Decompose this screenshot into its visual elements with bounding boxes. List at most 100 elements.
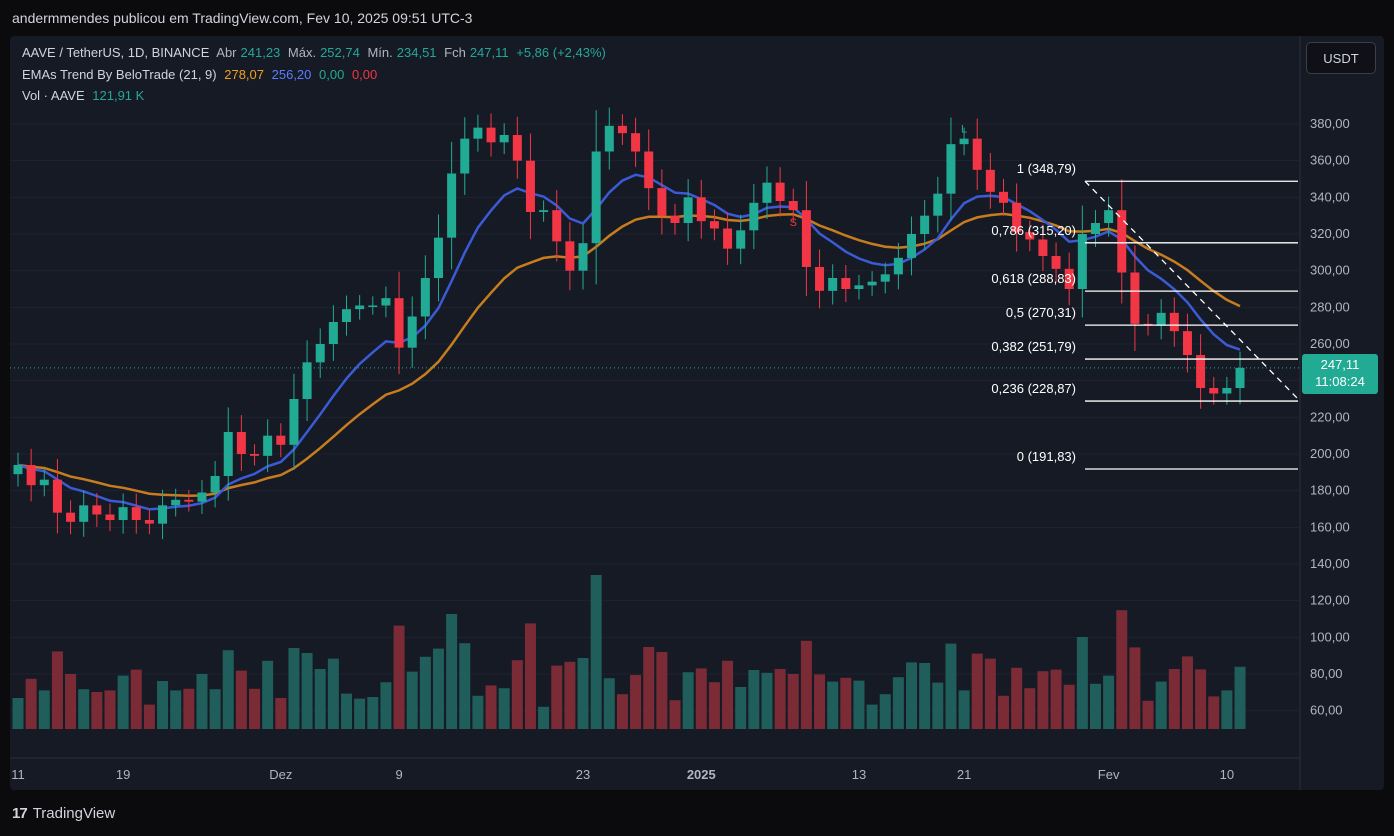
ema-value-3: 0,00 (319, 67, 345, 82)
volume-bar (1116, 610, 1128, 729)
volume-bar (656, 652, 668, 729)
volume-bar (406, 671, 418, 729)
x-tick-label: Dez (269, 767, 292, 782)
candle-body (144, 520, 154, 524)
candle-body (39, 479, 49, 486)
y-tick-label: 80,00 (1310, 666, 1343, 681)
candle-body (447, 173, 457, 238)
candle-body (499, 135, 509, 143)
volume-bar (1195, 669, 1207, 729)
high-value: 252,74 (320, 45, 360, 60)
candle-body (355, 305, 365, 310)
candle-body (92, 505, 102, 515)
candle-body (1196, 355, 1206, 388)
candle-body (512, 135, 522, 161)
candle-body (263, 435, 273, 456)
volume-bar (682, 672, 694, 729)
candle-body (657, 188, 667, 216)
ema-legend: EMAs Trend By BeloTrade (21, 9) 278,07 2… (22, 67, 381, 82)
fib-level-label: 0,382 (251,79) (991, 339, 1076, 354)
signal-label: L (961, 124, 967, 136)
volume-bar (65, 674, 77, 729)
x-tick-label: 11 (11, 767, 25, 782)
x-tick-label: 2025 (687, 767, 716, 782)
y-tick-label: 100,00 (1310, 629, 1350, 644)
candle-body (525, 160, 535, 212)
y-tick-label: 180,00 (1310, 483, 1350, 498)
chart-panel[interactable]: 380,00 360,00 340,00 320,00 300,00 280,00 260,… (10, 36, 1384, 790)
y-tick-label: 280,00 (1310, 299, 1350, 314)
candle-body (1222, 388, 1232, 394)
volume-bar (446, 614, 458, 729)
candle-body (171, 499, 181, 506)
candle-body (999, 191, 1008, 203)
candle-body (1077, 234, 1087, 289)
volume-bar (432, 648, 444, 729)
candle-body (460, 138, 470, 174)
volume-bar (1050, 669, 1062, 729)
symbol-name[interactable]: AAVE / TetherUS, 1D, BINANCE (22, 45, 210, 60)
high-label: Máx. (287, 45, 317, 60)
fib-trend-line (1084, 180, 1299, 400)
candle-body (854, 285, 864, 289)
y-tick-label: 340,00 (1310, 189, 1350, 204)
candle-body (631, 133, 641, 152)
volume-bar (459, 643, 471, 729)
candle-body (473, 127, 483, 139)
candle-body (1235, 367, 1245, 388)
volume-bar (1142, 700, 1154, 729)
volume-bar (866, 704, 878, 729)
candle-body (801, 210, 811, 267)
fib-level-label: 0,786 (315,20) (991, 223, 1076, 238)
close-label: Fch (444, 45, 466, 60)
volume-bar (235, 670, 247, 729)
candle-body (578, 243, 588, 271)
volume-bar (787, 674, 799, 729)
y-tick-label: 140,00 (1310, 556, 1350, 571)
y-tick-label: 160,00 (1310, 519, 1350, 534)
candle-body (289, 399, 299, 445)
ema-name[interactable]: EMAs Trend By BeloTrade (21, 9) (22, 67, 217, 82)
candle-body (486, 127, 496, 143)
volume-bar (722, 660, 734, 729)
candle-body (1182, 331, 1192, 355)
volume-bar (1089, 683, 1101, 729)
footer-brand[interactable]: 17 TradingView (12, 805, 115, 822)
symbol-legend: AAVE / TetherUS, 1D, BINANCE Abr 241,23 M… (22, 45, 610, 60)
fib-level-label: 0 (191,83) (1017, 449, 1076, 464)
volume-bar (130, 669, 142, 729)
candle-body (105, 514, 115, 520)
x-tick-label: 13 (852, 767, 866, 782)
volume-bar (38, 690, 50, 729)
y-tick-label: 300,00 (1310, 263, 1350, 278)
volume-bar (814, 674, 826, 729)
volume-bar (1168, 669, 1180, 729)
candle-body (328, 322, 338, 344)
candle-body (394, 298, 404, 348)
publisher-line: andermmendes publicou em TradingView.com… (12, 10, 473, 26)
volume-bar (354, 698, 366, 729)
candle-body (723, 228, 733, 249)
y-tick-label: 120,00 (1310, 593, 1350, 608)
candle-body (1104, 210, 1114, 223)
candle-body (933, 193, 943, 216)
candle-body (604, 125, 614, 152)
candle-body (907, 234, 917, 258)
y-tick-label: 220,00 (1310, 409, 1350, 424)
volume-bar (498, 688, 510, 729)
volume-bar (51, 651, 63, 729)
candle-body (1130, 272, 1140, 324)
volume-bar (906, 662, 918, 729)
candle-body (644, 151, 654, 189)
volume-bar (1208, 696, 1220, 729)
currency-button[interactable]: USDT (1306, 42, 1376, 74)
candle-body (26, 465, 36, 486)
volume-bar (853, 680, 865, 729)
candlestick-chart[interactable]: 380,00 360,00 340,00 320,00 300,00 280,00 260,… (10, 36, 1384, 790)
ema-fast-line (17, 173, 1241, 511)
volume-label[interactable]: Vol · AAVE (22, 88, 85, 103)
volume-bar (341, 693, 352, 729)
volume-bar (603, 678, 615, 729)
candle-body (79, 505, 89, 522)
y-tick-label: 360,00 (1310, 153, 1350, 168)
